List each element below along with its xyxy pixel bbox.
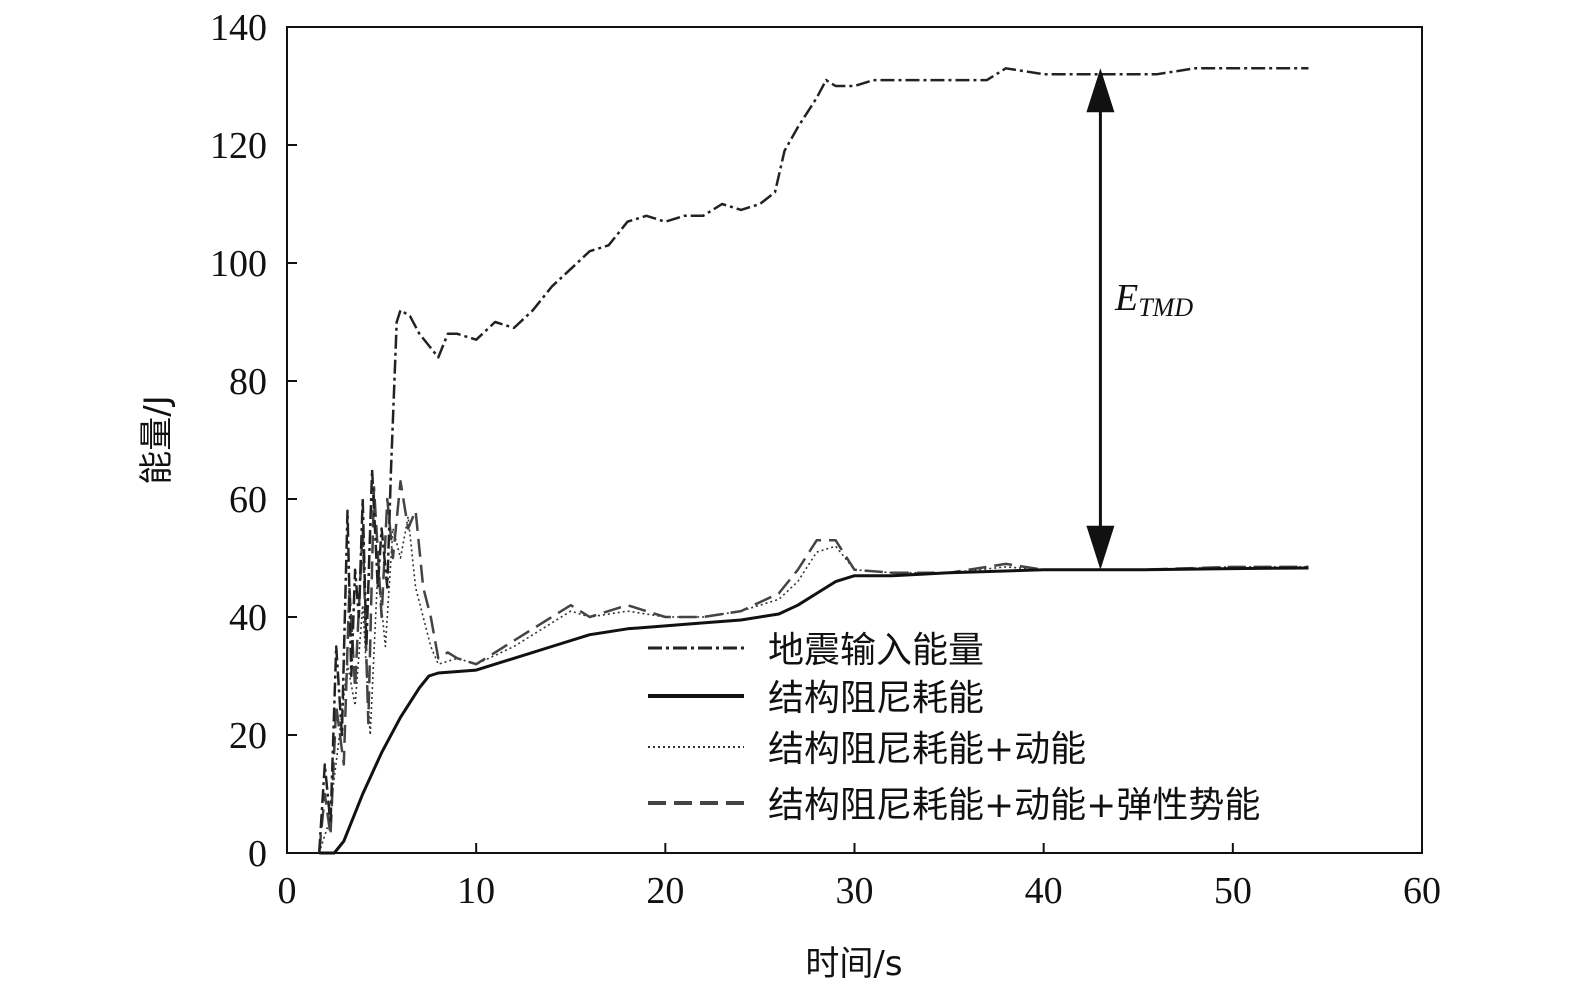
x-axis-label: 时间/s — [805, 944, 902, 984]
x-tick-label: 40 — [1025, 870, 1063, 912]
legend-label-damping-kinetic: 结构阻尼耗能+动能 — [768, 729, 1086, 770]
y-tick-label: 100 — [210, 243, 267, 285]
y-axis-label: 能量/J — [137, 395, 177, 484]
x-tick-label: 60 — [1403, 870, 1441, 912]
y-tick-label: 60 — [229, 479, 267, 521]
annotation-layer: ETMD — [1086, 68, 1193, 570]
series-seismic-input-line — [317, 67, 1309, 854]
legend-item: 结构阻尼耗能 — [648, 678, 984, 719]
y-tick-label: 40 — [229, 597, 267, 639]
x-tick-label: 10 — [457, 870, 495, 912]
x-tick-label: 50 — [1214, 870, 1252, 912]
series-damping-line — [319, 566, 1309, 855]
x-tick-label: 0 — [278, 870, 297, 912]
legend-item: 结构阻尼耗能+动能 — [648, 729, 1086, 770]
etmd-arrow-head-bottom — [1086, 525, 1115, 570]
legend-item: 结构阻尼耗能+动能+弹性势能 — [648, 785, 1260, 826]
legend-label-damping: 结构阻尼耗能 — [768, 678, 984, 719]
legend-item: 地震输入能量 — [648, 630, 984, 671]
y-tick-label: 140 — [210, 7, 267, 49]
x-tick-label: 30 — [836, 870, 874, 912]
y-tick-label: 80 — [229, 361, 267, 403]
series-layer — [317, 67, 1309, 855]
y-tick-label: 20 — [229, 715, 267, 757]
etmd-label-subscript: TMD — [1138, 293, 1193, 322]
legend-label-seismic-input: 地震输入能量 — [768, 630, 984, 671]
tick-layer: 0 10 20 30 40 50 60 0 20 40 60 80 100 120 140 — [210, 7, 1441, 912]
legend: 地震输入能量 结构阻尼耗能 结构阻尼耗能+动能 结构阻尼耗能+动能+弹性势能 — [648, 630, 1260, 826]
etmd-label: ETMD — [1114, 277, 1193, 322]
legend-label-damping-kinetic-elastic: 结构阻尼耗能+动能+弹性势能 — [768, 785, 1260, 826]
etmd-label-main: E — [1114, 277, 1138, 319]
x-tick-label: 20 — [646, 870, 684, 912]
y-tick-label: 0 — [248, 833, 267, 875]
series-damping-kinetic-line — [318, 515, 1309, 854]
etmd-arrow-head-top — [1086, 68, 1115, 113]
y-tick-label: 120 — [210, 125, 267, 167]
